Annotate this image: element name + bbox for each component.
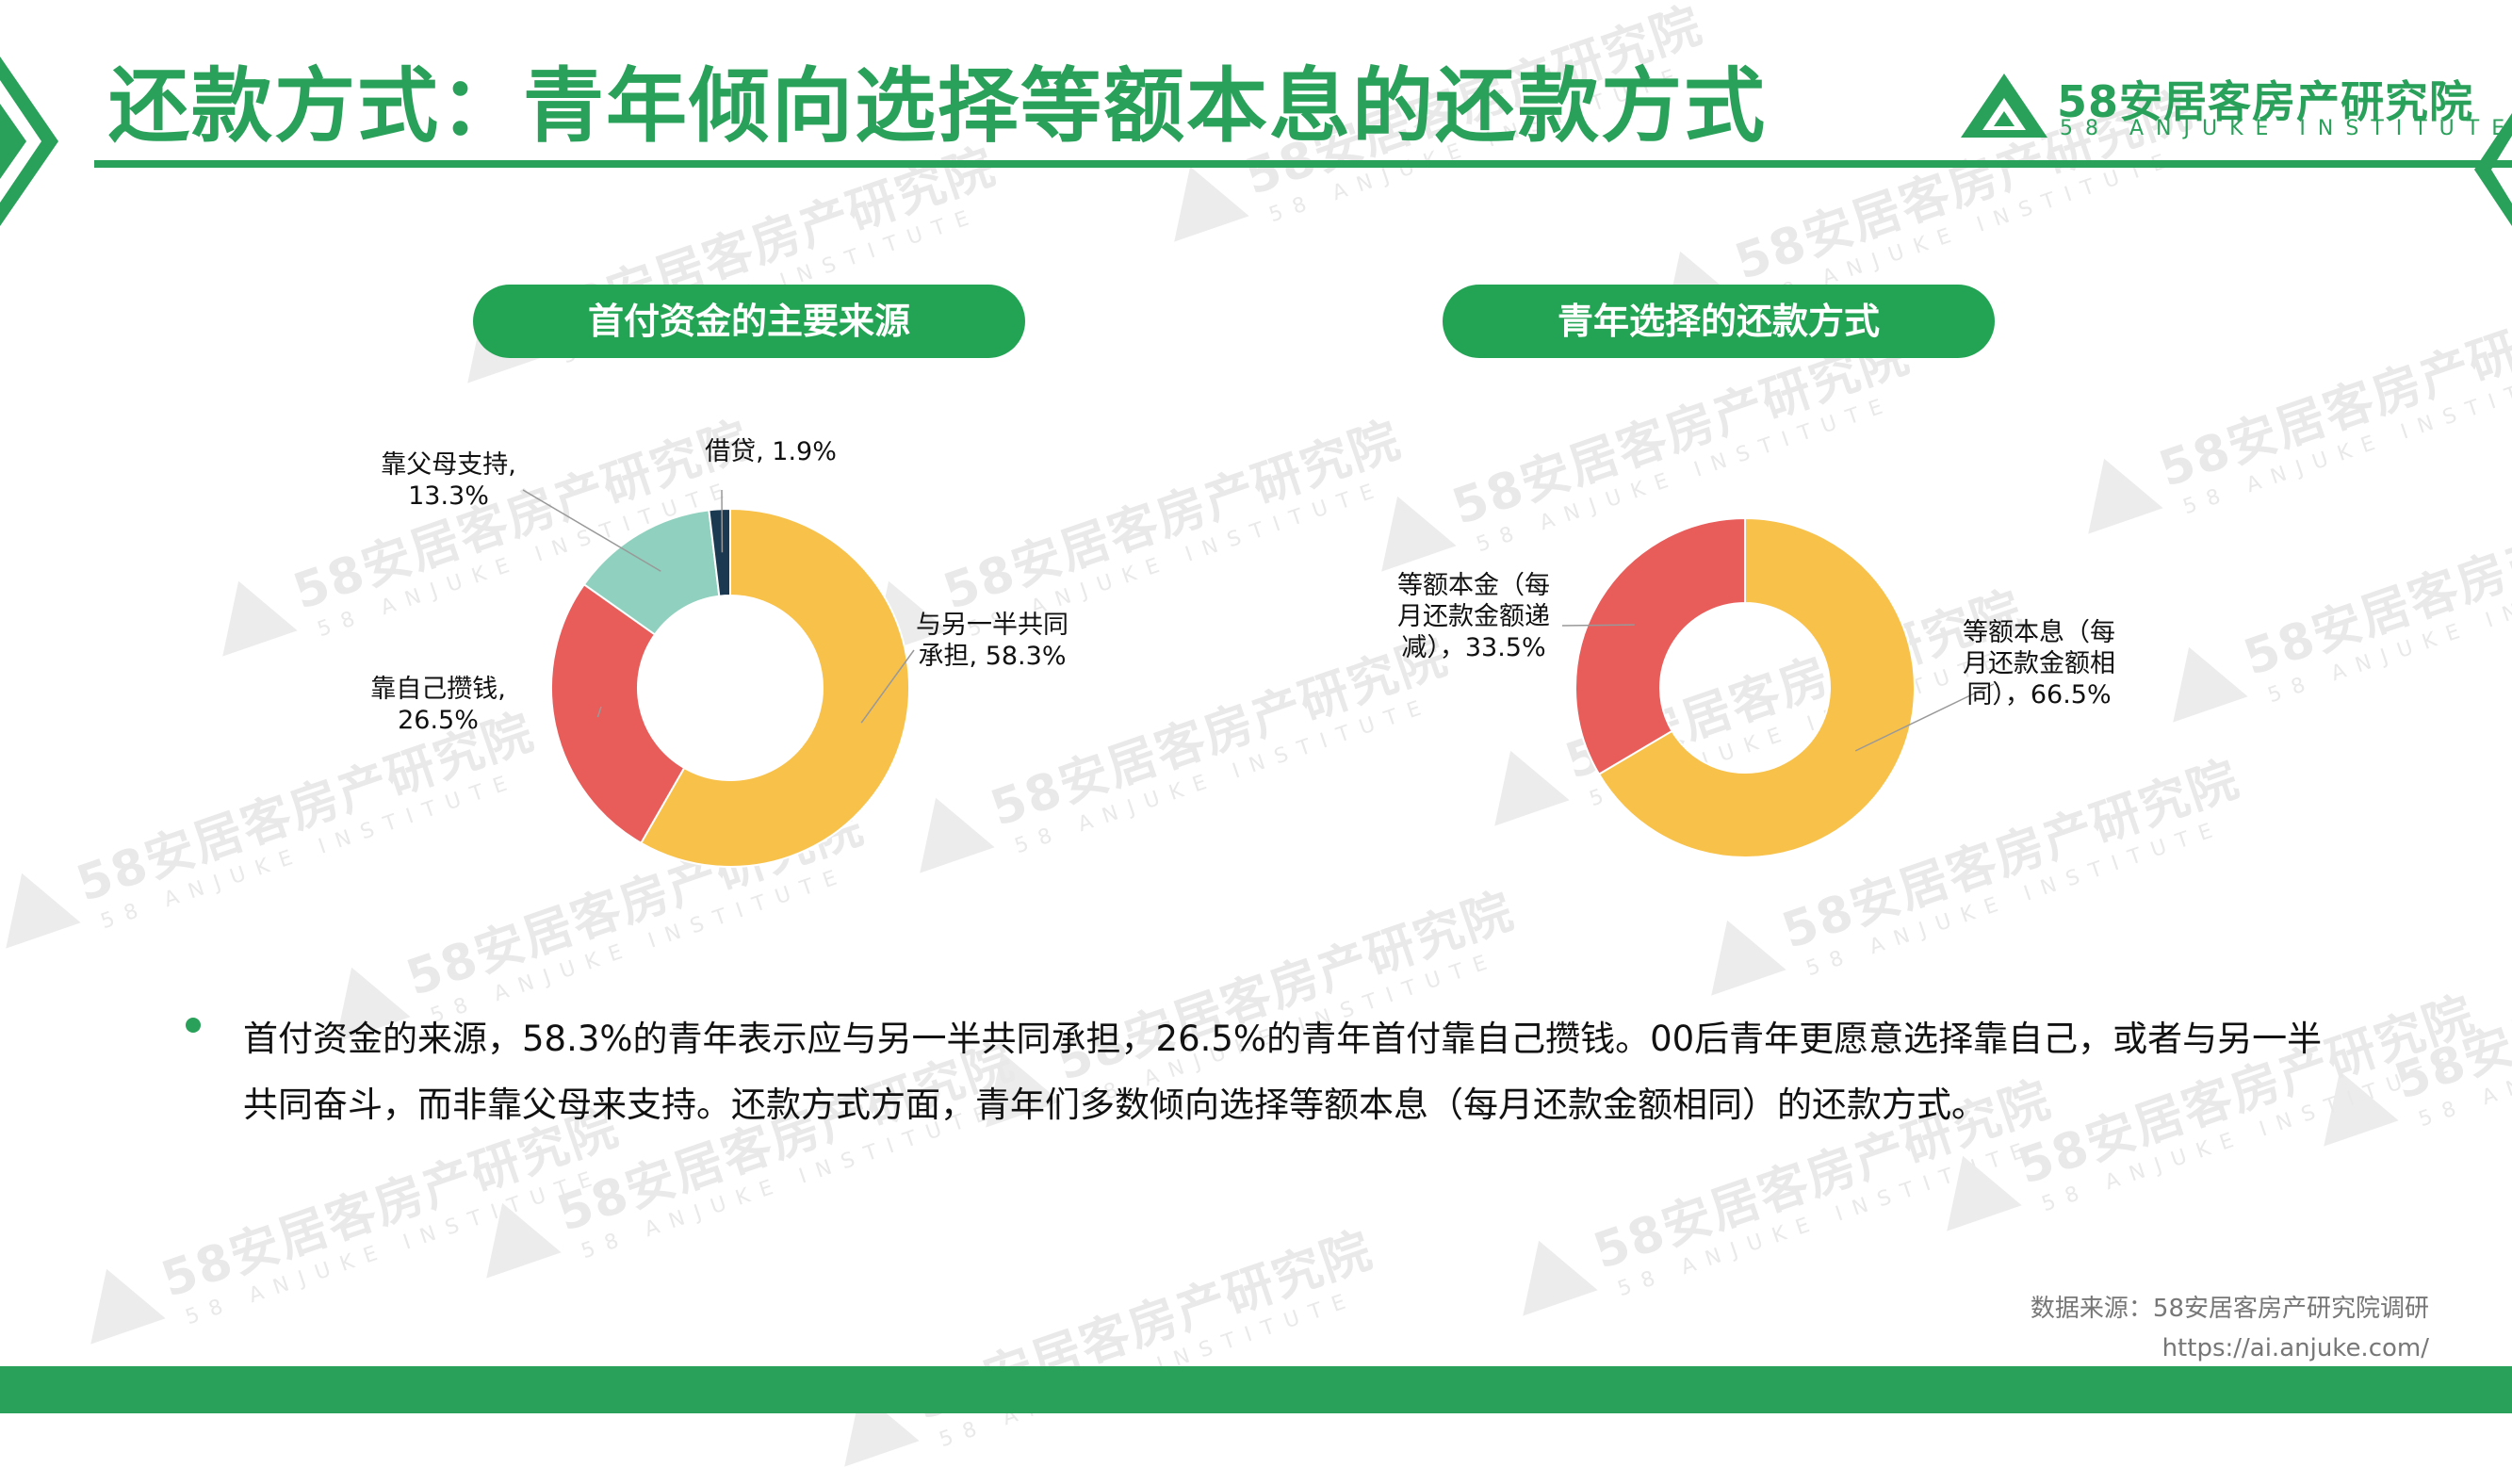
bottom-bar: [0, 1366, 2512, 1413]
leader-line-2: [1562, 625, 1635, 626]
chart-2-title: 青年选择的还款方式: [1443, 285, 1995, 358]
leader-line-3: [523, 490, 661, 571]
slice-label-3: 靠父母支持,13.3%: [381, 450, 516, 511]
logo-triangle-icon: [1960, 72, 2049, 139]
slice-label-1: 与另一半共同承担, 58.3%: [916, 611, 1068, 671]
down-payment-donut-chart: 与另一半共同承担, 58.3% 靠自己攒钱,26.5% 靠父母支持,13.3% 借贷,…: [283, 415, 1206, 923]
source-text: 数据来源：58安居客房产研究院调研: [2031, 1289, 2429, 1329]
chart-1-title: 首付资金的主要来源: [473, 285, 1025, 358]
summary-text: 首付资金的来源，58.3%的青年表示应与另一半共同承担，26.5%的青年首付靠自…: [243, 1006, 2344, 1138]
logo-english: 58 ANJUKE INSTITUTE: [2060, 117, 2512, 140]
slice-label-2: 等额本金（每月还款金额递减），33.5%: [1397, 571, 1550, 662]
source-url: https://ai.anjuke.com/: [2031, 1329, 2429, 1368]
brand-logo: 58安居客房产研究院 58 ANJUKE INSTITUTE: [1960, 68, 2450, 143]
slice-label-1: 等额本息（每月还款金额相同），66.5%: [1963, 618, 2115, 709]
corner-chevron-decoration: [0, 0, 85, 283]
donut-slice-2: [1575, 518, 1745, 775]
data-source: 数据来源：58安居客房产研究院调研 https://ai.anjuke.com/: [2031, 1289, 2429, 1368]
slice-label-2: 靠自己攒钱,26.5%: [370, 675, 506, 735]
slice-label-4: 借贷, 1.9%: [705, 437, 837, 466]
title-underline: [94, 160, 2512, 168]
repayment-donut-chart: 等额本息（每月还款金额相同），66.5% 等额本金（每月还款金额递减），33.5%: [1319, 452, 2205, 923]
bullet-dot: [186, 1018, 201, 1033]
page-title: 还款方式：青年倾向选择等额本息的还款方式: [108, 40, 1767, 157]
